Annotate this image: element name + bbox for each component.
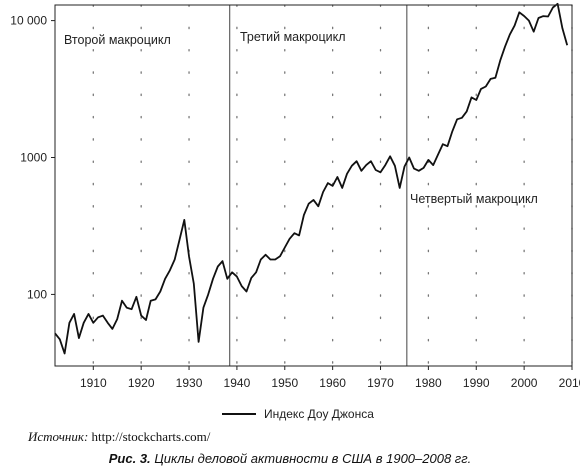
- source-label: Источник:: [28, 429, 89, 444]
- chart: 1910 1920 1930 1940 1950 1960 1970 1980 1990 2000…: [10, 2, 580, 421]
- legend: Индекс Доу Джонса: [222, 407, 374, 421]
- legend-label: Индекс Доу Джонса: [264, 407, 374, 421]
- y-tick-label-1000: 1000: [20, 151, 47, 165]
- x-tick-label-1960: 1960: [319, 376, 346, 390]
- series-layer: [54, 2, 569, 355]
- x-tick-label-1910: 1910: [80, 376, 107, 390]
- annotation-second-macrocycle: Второй макроцикл: [64, 33, 171, 47]
- x-tick-label-1990: 1990: [463, 376, 490, 390]
- macrocycle-dividers: [229, 5, 408, 366]
- x-tick-label-1970: 1970: [367, 376, 394, 390]
- annotation-fourth-macrocycle: Четвертый макроцикл: [410, 192, 538, 206]
- y-tick-label-100: 100: [27, 287, 47, 301]
- plot-frame: [54, 4, 573, 367]
- x-tick-label-2010: 2010: [559, 376, 580, 390]
- annotation-third-macrocycle: Третий макроцикл: [240, 30, 346, 44]
- y-axis-ticks: 100 1000 10 000: [10, 14, 55, 301]
- y-tick-label-10000: 10 000: [10, 14, 47, 28]
- source-url: http://stockcharts.com/: [91, 429, 211, 444]
- x-tick-label-2000: 2000: [511, 376, 538, 390]
- x-tick-label-1980: 1980: [415, 376, 442, 390]
- x-tick-label-1920: 1920: [128, 376, 155, 390]
- caption-text: Циклы деловой активности в США в 1900–20…: [154, 451, 472, 466]
- x-tick-label-1950: 1950: [271, 376, 298, 390]
- figure-caption: Рис. 3. Циклы деловой активности в США в…: [0, 451, 580, 466]
- series-line-0: [54, 2, 569, 355]
- x-tick-label-1930: 1930: [176, 376, 203, 390]
- source-line: Источник: http://stockcharts.com/: [28, 429, 210, 445]
- x-tick-label-1940: 1940: [224, 376, 251, 390]
- x-axis-ticks: 1910 1920 1930 1940 1950 1960 1970 1980 1990 2000…: [80, 366, 580, 390]
- caption-prefix: Рис. 3.: [108, 451, 151, 466]
